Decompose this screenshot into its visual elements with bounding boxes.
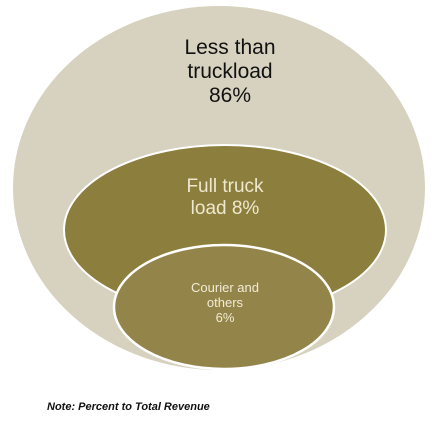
middle-label-line-1: Full truck [186,176,264,197]
outer-label-line-2: truckload [187,60,273,84]
footnote: Note: Percent to Total Revenue [47,401,210,413]
inner-label-line-2: others [206,294,244,310]
outer-label-line-3: 86% [208,84,252,108]
middle-label-line-2: load 8% [190,197,260,219]
inner-segment-label: Courier and others 6% [160,280,290,326]
inner-ellipse-courier-and-others [112,243,336,371]
outer-segment-label: Less than truckload 86% [120,36,340,108]
middle-segment-label: Full truck load 8% [130,176,320,220]
inner-label-line-1: Courier and [191,280,259,295]
inner-label-line-3: 6% [215,309,235,325]
outer-label-line-1: Less than [184,36,276,59]
